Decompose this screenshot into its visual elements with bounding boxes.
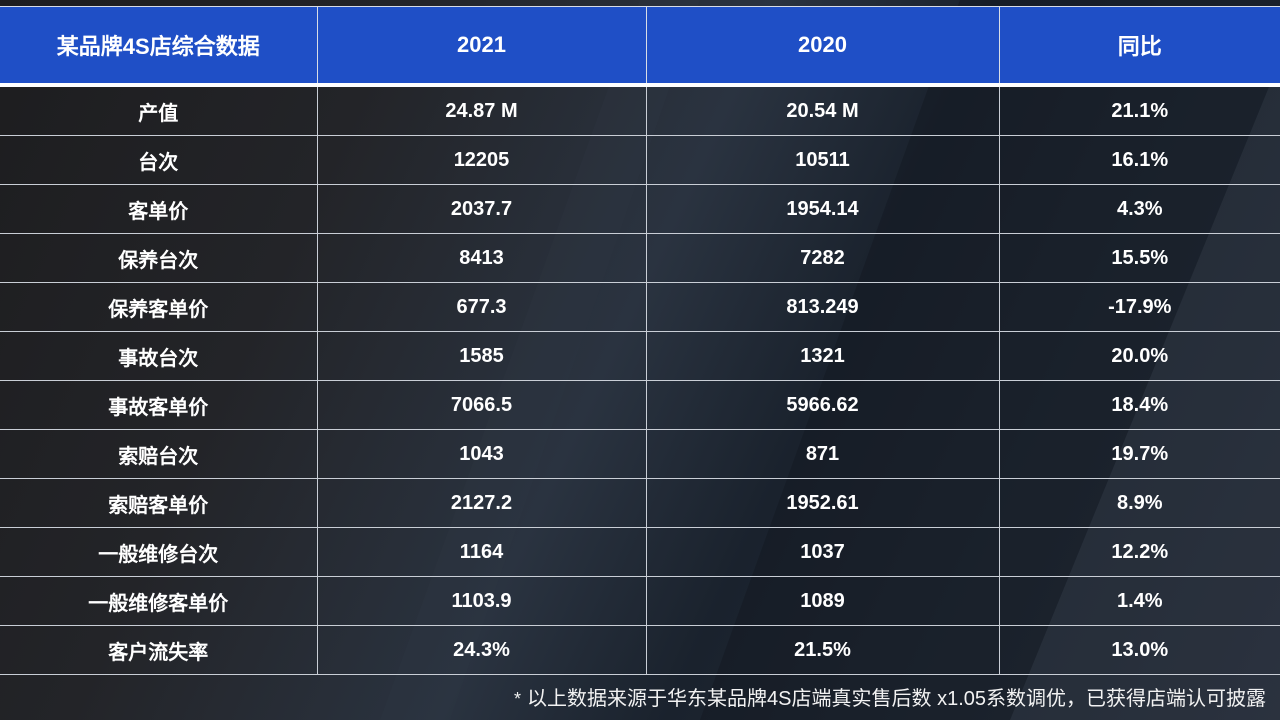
- footnote-text: 以上数据来源于华东某品牌4S店端真实售后数 x1.05系数调优，已获得店端认可披…: [527, 688, 1266, 710]
- cell-row-label: 事故客单价: [0, 380, 318, 430]
- cell-value-yoy: 19.7%: [998, 429, 1280, 479]
- cell-value-2021: 7066.5: [316, 380, 647, 430]
- cell-value-2020: 1037: [645, 527, 1000, 577]
- table-row: 产值 24.87 M 20.54 M 21.1%: [0, 84, 1280, 136]
- cell-value-yoy: 15.5%: [998, 233, 1280, 283]
- cell-value-yoy: 13.0%: [998, 625, 1280, 675]
- cell-value-2021: 1103.9: [316, 576, 647, 626]
- cell-row-label: 一般维修台次: [0, 527, 318, 577]
- cell-value-2021: 24.3%: [316, 625, 647, 675]
- table-container: 某品牌4S店综合数据 2021 2020 同比 产值 24.87 M 20.54 M…: [0, 6, 1280, 675]
- cell-value-2020: 871: [645, 429, 1000, 479]
- cell-row-label: 产值: [0, 84, 318, 136]
- cell-value-2020: 813.249: [645, 282, 1000, 332]
- cell-value-yoy: -17.9%: [998, 282, 1280, 332]
- table-row: 事故客单价 7066.5 5966.62 18.4%: [0, 380, 1280, 430]
- table-row: 客户流失率 24.3% 21.5% 13.0%: [0, 625, 1280, 675]
- header-row: 某品牌4S店综合数据 2021 2020 同比: [0, 6, 1280, 85]
- footnote: * 以上数据来源于华东某品牌4S店端真实售后数 x1.05系数调优，已获得店端认可…: [514, 682, 1266, 711]
- cell-row-label: 客单价: [0, 184, 318, 234]
- cell-value-2021: 677.3: [316, 282, 647, 332]
- cell-value-2020: 20.54 M: [645, 84, 1000, 136]
- cell-value-2020: 1952.61: [645, 478, 1000, 528]
- cell-value-2020: 1954.14: [645, 184, 1000, 234]
- cell-value-2020: 7282: [645, 233, 1000, 283]
- cell-value-2021: 2037.7: [316, 184, 647, 234]
- cell-value-2020: 1089: [645, 576, 1000, 626]
- header-cell-category: 某品牌4S店综合数据: [0, 6, 318, 85]
- cell-value-2020: 10511: [645, 135, 1000, 185]
- header-cell-yoy: 同比: [998, 6, 1280, 85]
- table-row: 台次 12205 10511 16.1%: [0, 135, 1280, 185]
- cell-row-label: 索赔客单价: [0, 478, 318, 528]
- cell-value-2021: 1164: [316, 527, 647, 577]
- cell-value-yoy: 12.2%: [998, 527, 1280, 577]
- cell-row-label: 台次: [0, 135, 318, 185]
- cell-row-label: 保养客单价: [0, 282, 318, 332]
- cell-row-label: 索赔台次: [0, 429, 318, 479]
- cell-value-2021: 1043: [316, 429, 647, 479]
- cell-value-2021: 8413: [316, 233, 647, 283]
- cell-value-2020: 5966.62: [645, 380, 1000, 430]
- cell-value-2021: 24.87 M: [316, 84, 647, 136]
- header-cell-2021: 2021: [316, 6, 647, 85]
- cell-value-yoy: 8.9%: [998, 478, 1280, 528]
- cell-value-yoy: 4.3%: [998, 184, 1280, 234]
- table-row: 索赔台次 1043 871 19.7%: [0, 429, 1280, 479]
- cell-value-yoy: 16.1%: [998, 135, 1280, 185]
- footnote-marker: *: [514, 689, 522, 709]
- cell-value-yoy: 1.4%: [998, 576, 1280, 626]
- cell-value-yoy: 20.0%: [998, 331, 1280, 381]
- table-row: 保养台次 8413 7282 15.5%: [0, 233, 1280, 283]
- cell-row-label: 客户流失率: [0, 625, 318, 675]
- cell-row-label: 保养台次: [0, 233, 318, 283]
- data-table: 某品牌4S店综合数据 2021 2020 同比 产值 24.87 M 20.54 M…: [0, 6, 1280, 675]
- header-cell-2020: 2020: [645, 6, 1000, 85]
- cell-value-2021: 2127.2: [316, 478, 647, 528]
- table-row: 一般维修台次 1164 1037 12.2%: [0, 527, 1280, 577]
- cell-value-2020: 1321: [645, 331, 1000, 381]
- table-row: 事故台次 1585 1321 20.0%: [0, 331, 1280, 381]
- table-row: 索赔客单价 2127.2 1952.61 8.9%: [0, 478, 1280, 528]
- table-row: 保养客单价 677.3 813.249 -17.9%: [0, 282, 1280, 332]
- cell-value-2021: 1585: [316, 331, 647, 381]
- cell-value-2020: 21.5%: [645, 625, 1000, 675]
- cell-row-label: 事故台次: [0, 331, 318, 381]
- cell-value-yoy: 18.4%: [998, 380, 1280, 430]
- table-row: 一般维修客单价 1103.9 1089 1.4%: [0, 576, 1280, 626]
- cell-row-label: 一般维修客单价: [0, 576, 318, 626]
- table-body: 产值 24.87 M 20.54 M 21.1% 台次 12205 10511 16.1% 客单…: [0, 84, 1280, 675]
- cell-value-2021: 12205: [316, 135, 647, 185]
- cell-value-yoy: 21.1%: [998, 84, 1280, 136]
- table-row: 客单价 2037.7 1954.14 4.3%: [0, 184, 1280, 234]
